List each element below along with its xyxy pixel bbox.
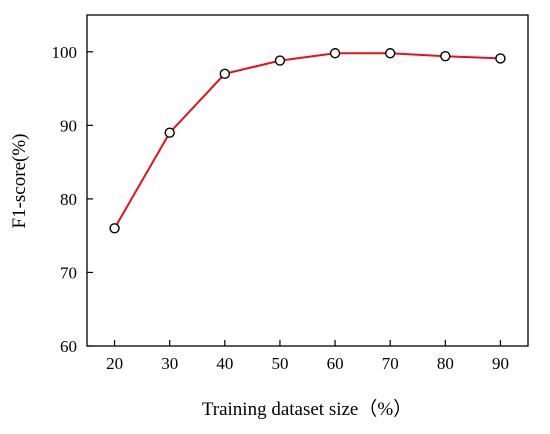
x-tick-label: 40: [216, 354, 233, 373]
data-point: [329, 48, 341, 59]
data-point: [495, 53, 506, 64]
data-point: [440, 50, 451, 62]
data-point: [219, 68, 231, 80]
x-tick-label: 30: [161, 354, 178, 373]
y-tick-label: 90: [60, 116, 77, 135]
y-tick-label: 70: [60, 263, 77, 282]
y-tick-label: 100: [52, 43, 78, 62]
x-tick-label: 70: [382, 354, 399, 373]
x-tick-label: 60: [327, 354, 344, 373]
data-point: [384, 48, 396, 59]
data-point: [109, 223, 120, 234]
plot-frame: [86, 14, 529, 347]
x-tick-label: 50: [271, 354, 288, 373]
y-axis-title: F1-score(%): [9, 134, 30, 229]
tick-group: 20 30 40 50 60 70 80 90 60 70 80 90 100: [52, 43, 509, 373]
data-point: [274, 55, 286, 66]
x-axis-title: Training dataset size（%）: [202, 398, 412, 420]
x-tick-label: 90: [492, 354, 509, 373]
marker-group: [109, 48, 506, 234]
y-tick-label: 80: [60, 190, 77, 209]
x-tick-label: 20: [106, 354, 123, 373]
data-point: [164, 127, 175, 138]
y-tick-label: 60: [60, 337, 77, 356]
x-tick-label: 80: [437, 354, 454, 373]
series-line: [113, 52, 501, 229]
